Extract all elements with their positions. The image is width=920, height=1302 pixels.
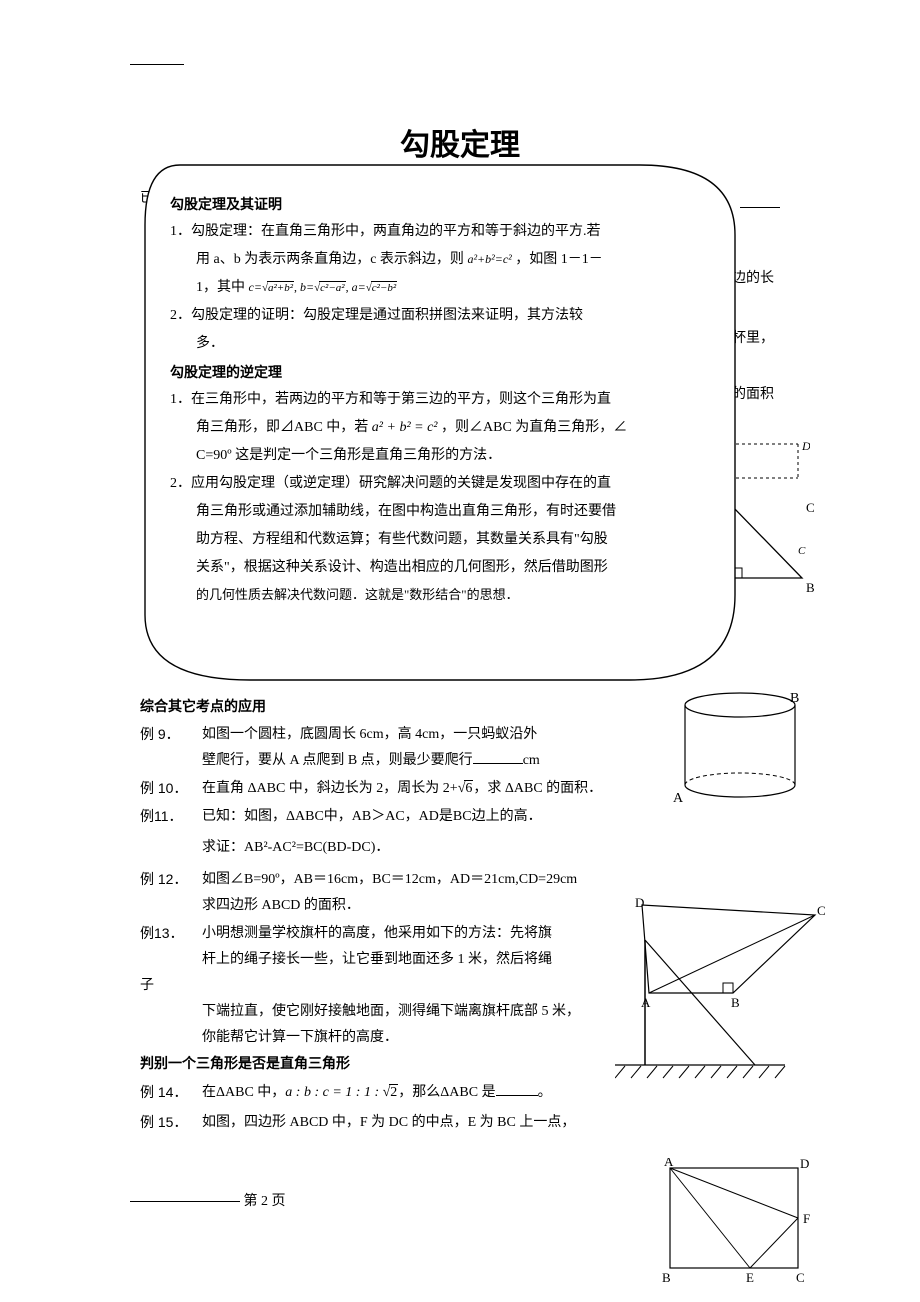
tri-label-c-it: C	[798, 545, 806, 557]
page: 勾股定理 已 角边的长 世杯里， 形的面积 D C C B 勾股定理及其证明 1…	[0, 0, 920, 1302]
example-15: 例 15． 如图，四边形 ABCD 中，F 为 DC 的中点，E 为 BC 上一…	[140, 1110, 800, 1136]
ex11-a: 已知：如图，ΔABC中，AB＞AC，AD是BC边上的高．	[202, 804, 800, 830]
ex10-rad: 6	[464, 780, 473, 796]
bubble-q2b: 角三角形或通过添加辅助线，在图中构造出直角三角形，有时还要借	[196, 498, 710, 526]
ex14-end: 。	[538, 1085, 552, 1100]
example-13: 例13． 小明想测量学校旗杆的高度，他采用如下的方法：先将旗 杆上的绳子接长一些…	[140, 921, 800, 973]
ex15-label: 例 15．	[140, 1110, 202, 1136]
rad-b: c²−a²	[319, 281, 345, 294]
ex13-d: 你能帮它计算一下旗杆的高度．	[202, 1025, 800, 1051]
ex13-zi: 子	[140, 973, 800, 999]
page-footer: 第 2 页	[130, 1190, 286, 1210]
ex12-b: 求四边形 ABCD 的面积．	[202, 893, 800, 919]
bubble-p1c-prefix: 1，其中	[196, 280, 245, 295]
bubble-q1a: 1．在三角形中，若两边的平方和等于第三边的平方，则这个三角形为直	[170, 386, 710, 414]
example-12: 例 12． 如图∠B=90º，AB＝16cm，BC＝12cm，AD＝21cm,C…	[140, 867, 800, 919]
bubble-p1a: 1．勾股定理：在直角三角形中，两直角边的平方和等于斜边的平方.若	[170, 218, 710, 246]
ex12-label: 例 12．	[140, 867, 202, 893]
ex14-body: 在ΔABC 中，a : b : c = 1 : 1 : 2，那么ΔABC 是 。	[202, 1080, 800, 1106]
q1b-post: ，则∠ABC 为直角三角形，∠	[441, 420, 627, 435]
example-14: 例 14． 在ΔABC 中，a : b : c = 1 : 1 : 2，那么ΔA…	[140, 1080, 800, 1106]
tri-label-b: B	[806, 580, 815, 595]
ex14-label: 例 14．	[140, 1080, 202, 1106]
bubble-q1c: C=90º 这是判定一个三角形是直角三角形的方法．	[196, 442, 710, 470]
section-判别: 判别一个三角形是否是直角三角形	[140, 1051, 800, 1077]
q1b-formula: a² + b² = c²	[372, 420, 438, 435]
bubble-h2: 勾股定理的逆定理	[170, 358, 710, 386]
ex14-blank	[496, 1081, 538, 1096]
ex11-b: 求证：AB²-AC²=BC(BD-DC)．	[202, 835, 800, 861]
example-11: 例11． 已知：如图，ΔABC中，AB＞AC，AD是BC边上的高．	[140, 804, 800, 830]
bubble-p1b-text: 用 a、b 为表示两条直角边，c 表示斜边，则	[196, 252, 464, 267]
ex15-a: 如图，四边形 ABCD 中，F 为 DC 的中点，E 为 BC 上一点，	[202, 1110, 800, 1136]
ex11-label: 例11．	[140, 804, 202, 830]
bubble-h1: 勾股定理及其证明	[170, 190, 710, 218]
bubble-q1b: 角三角形，即⊿ABC 中，若 a² + b² = c² ，则∠ABC 为直角三角…	[196, 414, 710, 442]
ex10-body: 在直角 ΔABC 中，斜边长为 2，周长为 2+ 6，求 ΔABC 的面积．	[202, 776, 800, 802]
bubble-q2d: 关系"，根据这种关系设计、构造出相应的几何图形，然后借助图形	[196, 554, 710, 582]
main-body: 综合其它考点的应用 例 9． 如图一个圆柱，底圆周长 6cm，高 4cm，一只蚂…	[140, 694, 800, 1136]
ex13-b: 杆上的绳子接长一些，让它垂到地面还多 1 米，然后将绳	[202, 947, 800, 973]
bubble-p2: 2．勾股定理的证明：勾股定理是通过面积拼图法来证明，其方法较	[170, 302, 710, 330]
rect-figure: A B C D E F	[650, 1158, 820, 1288]
rect-b: B	[662, 1270, 671, 1285]
ex9-a: 如图一个圆柱，底圆周长 6cm，高 4cm，一只蚂蚁沿外	[202, 722, 800, 748]
rect-d: D	[800, 1158, 809, 1171]
bg-blank	[740, 207, 780, 208]
label-d-small: D	[801, 440, 810, 453]
tri-label-c: C	[806, 500, 815, 515]
section-综合: 综合其它考点的应用	[140, 694, 800, 720]
bubble-p2b: 多．	[196, 330, 710, 358]
ex14-mid: a : b : c = 1 : 1 :	[285, 1085, 382, 1100]
bubble-q2c: 助方程、方程组和代数运算；有些代数问题，其数量关系具有"勾股	[196, 526, 710, 554]
top-rule	[130, 64, 184, 65]
q1b-pre: 角三角形，即⊿ABC 中，若	[196, 420, 368, 435]
ex9b-pre: 壁爬行，要从 A 点爬到 B 点，则最少要爬行	[202, 753, 473, 768]
theory-bubble: 勾股定理及其证明 1．勾股定理：在直角三角形中，两直角边的平方和等于斜边的平方.…	[140, 155, 740, 690]
quad-c: C	[817, 903, 826, 918]
ex10-pre: 在直角 ΔABC 中，斜边长为 2，周长为 2+	[202, 781, 458, 796]
rect-a: A	[664, 1158, 674, 1169]
bubble-q2a: 2．应用勾股定理（或逆定理）研究解决问题的关键是发现图中存在的直	[170, 470, 710, 498]
rect-e: E	[746, 1270, 754, 1285]
bubble-q2e: 的几何性质去解决代数问题．这就是"数形结合"的思想．	[196, 582, 710, 608]
rect-c: C	[796, 1270, 805, 1285]
example-10: 例 10． 在直角 ΔABC 中，斜边长为 2，周长为 2+ 6，求 ΔABC 的…	[140, 776, 800, 802]
ex9-blank	[473, 749, 523, 764]
ex12-a: 如图∠B=90º，AB＝16cm，BC＝12cm，AD＝21cm,CD=29cm	[202, 867, 800, 893]
ex13-label: 例13．	[140, 921, 202, 947]
rad-c: a²+b²	[267, 281, 294, 294]
bubble-p1b2-text: ，如图 1－1－	[515, 252, 603, 267]
ex13-c: 下端拉直，使它刚好接触地面，测得绳下端离旗杆底部 5 米，	[202, 999, 800, 1025]
bubble-text: 勾股定理及其证明 1．勾股定理：在直角三角形中，两直角边的平方和等于斜边的平方.…	[170, 190, 710, 608]
bubble-p1c: 1，其中 c=a²+b², b=c²−a², a=c²−b²	[196, 274, 710, 302]
example-9: 例 9． 如图一个圆柱，底圆周长 6cm，高 4cm，一只蚂蚁沿外 壁爬行，要从…	[140, 722, 800, 774]
ex9-b: 壁爬行，要从 A 点爬到 B 点，则最少要爬行 cm	[202, 748, 800, 774]
rect-f: F	[803, 1211, 810, 1226]
rad-a: c²−b²	[371, 281, 397, 294]
footer-text: 第 2 页	[244, 1194, 286, 1209]
ex9-label: 例 9．	[140, 722, 202, 748]
ex9b-post: cm	[523, 753, 540, 768]
ex10-post: ，求 ΔABC 的面积．	[473, 781, 602, 796]
ex14-rad: 2	[389, 1084, 398, 1100]
ex10-label: 例 10．	[140, 776, 202, 802]
footer-rule	[130, 1201, 240, 1202]
ex14-post: ，那么ΔABC 是	[398, 1085, 495, 1100]
ex13-a: 小明想测量学校旗杆的高度，他采用如下的方法：先将旗	[202, 921, 800, 947]
bubble-p1b: 用 a、b 为表示两条直角边，c 表示斜边，则 a²+b²=c² ，如图 1－1…	[196, 246, 710, 274]
ex14-pre: 在ΔABC 中，	[202, 1085, 285, 1100]
